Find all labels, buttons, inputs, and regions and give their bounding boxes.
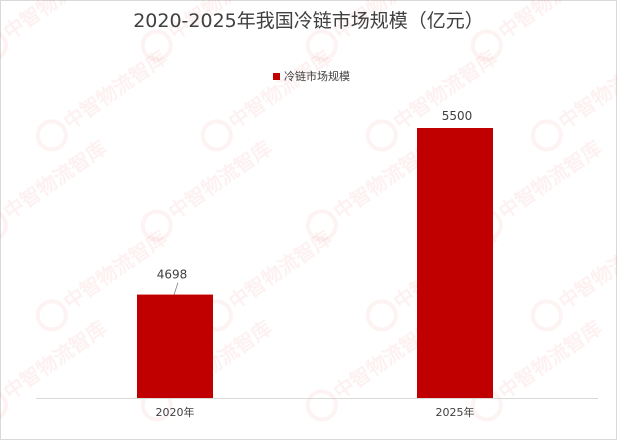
watermark-tile: 中智物流智库 (0, 136, 111, 242)
watermark-logo-icon (305, 29, 338, 62)
x-tick-label: 2020年 (156, 405, 195, 419)
watermark-text: 中智物流智库 (224, 226, 336, 314)
watermark-text: 中智物流智库 (554, 226, 617, 314)
watermark-logo-icon (305, 389, 338, 422)
watermark-logo-icon (0, 209, 8, 242)
watermark-logo-icon (35, 299, 68, 332)
watermark-logo-icon (470, 29, 503, 62)
watermark-logo-icon (0, 29, 8, 62)
watermark-logo-icon (530, 299, 563, 332)
legend: 冷链市场规模 (0, 68, 617, 84)
watermark-text: 中智物流智库 (59, 46, 171, 134)
watermark-logo-icon (35, 119, 68, 152)
watermark-tile: 中智物流智库 (530, 46, 617, 152)
bar-group (137, 128, 493, 398)
legend-swatch (273, 72, 280, 80)
watermark-text: 中智物流智库 (554, 46, 617, 134)
watermark-text: 中智物流智库 (224, 46, 336, 134)
data-label: 4698 (157, 268, 188, 282)
watermark-logo-icon (530, 119, 563, 152)
bar-2025年 (417, 128, 493, 398)
x-axis: 2020年 2025年 (36, 398, 598, 419)
watermark-logo-icon (305, 209, 338, 242)
legend-label: 冷链市场规模 (284, 70, 350, 83)
watermark-logo-icon (0, 389, 8, 422)
data-label-leader-line (173, 282, 179, 295)
chart-title: 2020-2025年我国冷链市场规模（亿元） (133, 10, 484, 32)
watermark-tile: 中智物流智库 (0, 316, 111, 422)
watermark-logo-icon (365, 119, 398, 152)
watermark-tile: 中智物流智库 (200, 46, 336, 152)
watermark-logo-icon (200, 119, 233, 152)
watermark-tile: 中智物流智库 (35, 46, 171, 152)
bar-2020年 (137, 294, 213, 398)
watermark-logo-icon (365, 299, 398, 332)
data-label-group: 4698 5500 (157, 109, 473, 295)
watermark-logo-icon (140, 209, 173, 242)
watermark-logo-icon (140, 29, 173, 62)
x-tick-label: 2025年 (436, 405, 475, 419)
data-label: 5500 (442, 109, 473, 123)
watermark-tile: 中智物流智库 (200, 226, 336, 332)
watermark-tile: 中智物流智库 (530, 226, 617, 332)
